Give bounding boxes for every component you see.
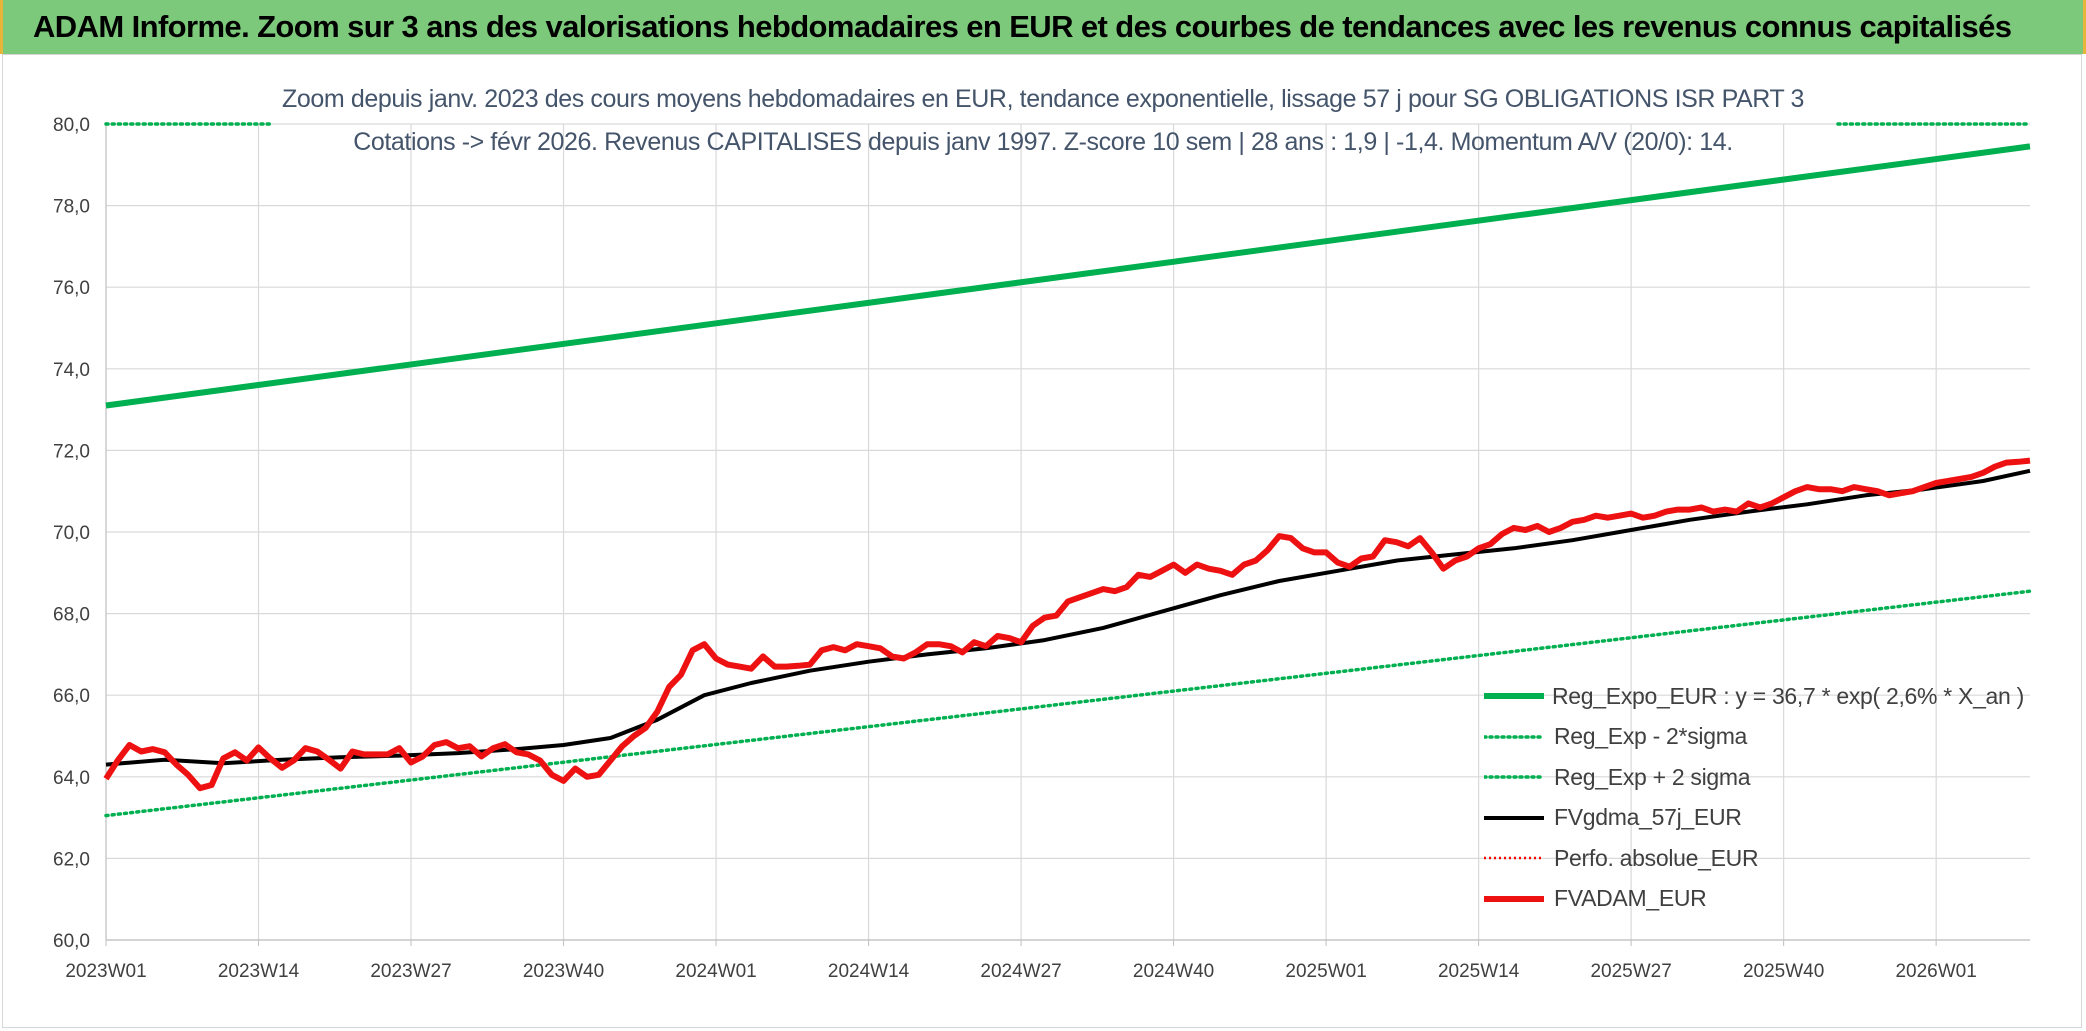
legend-swatch-perfo-absolue: [1484, 848, 1544, 868]
x-tick-label: 2025W01: [1285, 961, 1366, 982]
legend-item-reg-exp-plus: Reg_Exp + 2 sigma: [1484, 757, 2024, 798]
chart-frame: [2, 54, 2082, 1028]
series-fvgdma-line: [105, 468, 2031, 767]
x-tick-label: 2023W01: [65, 961, 146, 982]
y-tick-label: 72,0: [53, 441, 90, 462]
x-tick-label: 2024W01: [675, 961, 756, 982]
series-reg-expo-line: [105, 143, 2031, 409]
legend-label: Perfo. absolue_EUR: [1554, 844, 1759, 871]
legend-item-fvgdma: FVgdma_57j_EUR: [1484, 798, 2024, 839]
x-tick-label: 2023W27: [370, 961, 451, 982]
x-tick-label: 2024W40: [1133, 961, 1214, 982]
x-tick-label: 2024W14: [828, 961, 910, 982]
x-tick-label: 2025W27: [1590, 961, 1671, 982]
legend-swatch-reg-expo: [1484, 686, 1544, 706]
legend-swatch-reg-exp-minus: [1484, 727, 1544, 747]
header-banner: ADAM Informe. Zoom sur 3 ans des valoris…: [0, 0, 2086, 54]
legend-label: Reg_Exp - 2*sigma: [1554, 723, 1748, 750]
series-reg-exp-minus-line: [104, 589, 2032, 818]
x-tick-label: 2023W40: [523, 961, 604, 982]
y-tick-label: 70,0: [53, 523, 90, 544]
x-tick-label: 2026W01: [1895, 961, 1976, 982]
y-tick-label: 68,0: [53, 605, 90, 626]
series-lines: [103, 122, 2032, 818]
series-fvadam-line: [103, 457, 2031, 792]
x-tick-label: 2024W27: [980, 961, 1061, 982]
legend-label: FVADAM_EUR: [1554, 885, 1707, 912]
tick-labels: 60,0 62,0 64,0 66,0 68,0 70,0 72,0 74,0 76,0 78,0…: [53, 115, 1977, 982]
legend-label: Reg_Exp + 2 sigma: [1554, 763, 1751, 790]
y-tick-label: 62,0: [53, 849, 90, 870]
legend-swatch-fvgdma: [1484, 808, 1544, 828]
legend-item-reg-expo: Reg_Expo_EUR : y = 36,7 * exp( 2,6% * X_…: [1484, 676, 2024, 717]
legend-swatch-fvadam: [1484, 889, 1544, 909]
chart-subtitle-line-1: Zoom depuis janv. 2023 des cours moyens …: [282, 85, 1804, 113]
page-title: ADAM Informe. Zoom sur 3 ans des valoris…: [33, 9, 2012, 44]
legend-swatch-reg-exp-plus: [1484, 767, 1544, 787]
y-tick-label: 78,0: [53, 197, 90, 218]
y-tick-label: 66,0: [53, 686, 90, 707]
x-tick-label: 2023W14: [218, 961, 300, 982]
chart-subtitle-line-2: Cotations -> févr 2026. Revenus CAPITALI…: [353, 128, 1733, 156]
legend-item-fvadam: FVADAM_EUR: [1484, 879, 2024, 920]
y-tick-label: 60,0: [53, 931, 90, 952]
legend-label: FVgdma_57j_EUR: [1554, 804, 1742, 831]
x-tick-label: 2025W40: [1743, 961, 1824, 982]
chart-legend: Reg_Expo_EUR : y = 36,7 * exp( 2,6% * X_…: [1484, 676, 2024, 919]
x-tick-label: 2025W14: [1438, 961, 1520, 982]
legend-item-reg-exp-minus: Reg_Exp - 2*sigma: [1484, 717, 2024, 758]
legend-label: Reg_Expo_EUR : y = 36,7 * exp( 2,6% * X_…: [1552, 682, 2024, 709]
legend-item-perfo-absolue: Perfo. absolue_EUR: [1484, 838, 2024, 879]
y-tick-label: 80,0: [53, 115, 90, 136]
axes: [105, 122, 2030, 946]
y-tick-label: 64,0: [53, 768, 90, 789]
y-tick-label: 74,0: [53, 360, 90, 381]
y-tick-label: 76,0: [53, 278, 90, 299]
